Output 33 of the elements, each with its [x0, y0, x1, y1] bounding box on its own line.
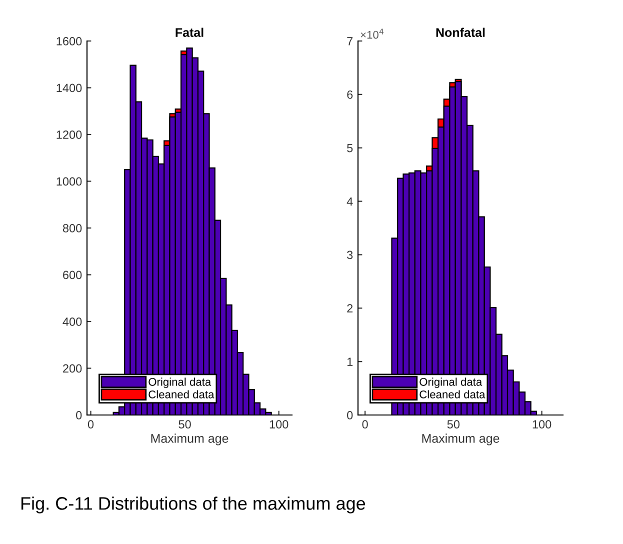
y-tick-label: 800: [62, 224, 82, 232]
y-tick-label: 1600: [56, 37, 82, 46]
x-tick-label: 100: [532, 420, 552, 429]
x-tick-label: 50: [178, 420, 191, 429]
y-tick-label: 1400: [56, 84, 82, 92]
legend-label: Cleaned data: [420, 390, 486, 398]
y-tick-label: 2: [347, 304, 353, 312]
x-axis-title: Maximum age: [151, 434, 228, 446]
y-tick-label: 400: [62, 318, 82, 326]
x-tick-label: 100: [270, 420, 288, 429]
y-tick-label: 4: [346, 197, 353, 206]
y-tick-label: 3: [347, 250, 353, 260]
legend-label: Cleaned data: [148, 390, 214, 398]
y-tick-label: 200: [63, 364, 82, 373]
y-tick-label: 5: [347, 144, 353, 152]
x-tick-label: 0: [362, 420, 368, 429]
text: Fig. C-11 Distributions of the maximum age: [21, 496, 366, 514]
y-tick-label: 0: [347, 411, 353, 420]
y-tick-label: 600: [63, 270, 82, 280]
y-tick-label: 6: [347, 90, 353, 99]
y-tick-label: 7: [347, 37, 353, 46]
x-tick-label: 50: [447, 420, 460, 429]
chart-title: Nonfatal: [436, 28, 485, 37]
y-tick-label: 0: [76, 411, 82, 420]
y-tick-label: 1: [347, 358, 353, 366]
text: ×10$^{4}$: [360, 28, 384, 39]
chart-title: Fatal: [176, 28, 204, 37]
y-tick-label: 1200: [56, 130, 82, 139]
legend-label: Original data: [148, 378, 212, 388]
y-tick-label: 1000: [56, 177, 82, 186]
x-axis-title: Maximum age: [422, 434, 500, 446]
x-tick-label: 0: [88, 420, 94, 429]
legend-label: Original data: [420, 378, 482, 388]
